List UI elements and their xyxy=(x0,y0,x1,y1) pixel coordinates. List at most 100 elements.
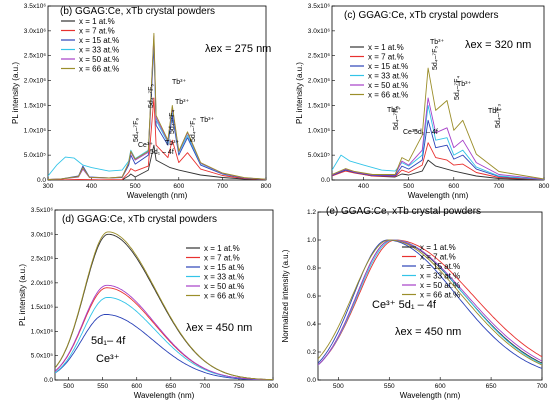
x-tick-label: 600 xyxy=(435,383,446,390)
y-tick-label: 1.0 xyxy=(307,237,316,244)
y-tick-label: 3.5x10⁶ xyxy=(24,3,47,10)
y-tick-label: 0.4 xyxy=(307,321,316,328)
x-tick-label: 500 xyxy=(130,183,141,190)
y-tick-label: 1.0x10⁶ xyxy=(308,127,331,134)
series-line xyxy=(55,296,273,380)
y-tick-label: 3.0x10⁶ xyxy=(31,231,54,238)
legend-entry: x = 66 at.% xyxy=(79,65,119,74)
annotation: Ce³⁺ xyxy=(403,129,418,136)
annotation: 5d₄–⁷F₃ xyxy=(190,118,197,142)
y-tick-label: 3.5x10⁶ xyxy=(308,3,331,10)
y-tick-label: 1.5x10⁶ xyxy=(31,304,54,311)
y-axis-label: PL intensity (a.u.) xyxy=(18,264,27,326)
x-tick-label: 300 xyxy=(43,183,54,190)
series-group xyxy=(332,67,544,180)
x-axis-label: Wavelength (nm) xyxy=(127,191,188,200)
y-tick-label: 2.0x10⁶ xyxy=(31,280,54,287)
series-line xyxy=(332,97,544,180)
series-line xyxy=(332,142,544,180)
y-tick-label: 5.0x10⁵ xyxy=(31,353,54,360)
x-tick-label: 500 xyxy=(63,383,74,390)
legend-entry: x = 1 at.% xyxy=(420,243,456,252)
annotation: Ce³⁺ xyxy=(138,142,153,149)
x-tick-label: 600 xyxy=(173,183,184,190)
legend-entry: x = 66 at.% xyxy=(368,91,408,100)
annotation: 5d₄–⁷F₄ xyxy=(454,76,461,100)
annotation: 5d₄–⁷F₆ xyxy=(393,106,400,130)
annotation: 5d₁ – 4f xyxy=(414,129,438,136)
legend-entry: x = 15 at.% xyxy=(79,36,119,45)
series-group xyxy=(55,231,273,380)
x-tick-label: 400 xyxy=(358,183,369,190)
annotation: Tb³⁺ xyxy=(457,81,472,88)
panel-title: (c) GGAG:Ce, xTb crystal powders xyxy=(344,10,498,21)
legend-entry: x = 66 at.% xyxy=(420,291,460,300)
annotation: 5d₄–⁷F₅ xyxy=(148,84,155,108)
legend-entry: x = 7 at.% xyxy=(79,27,115,36)
legend-entry: x = 15 at.% xyxy=(368,62,408,71)
plot-frame xyxy=(331,5,545,181)
x-tick-label: 700 xyxy=(199,383,210,390)
legend-entry: x = 66 at.% xyxy=(204,292,244,301)
legend-entry: x = 15 at.% xyxy=(204,263,244,272)
legend-entry: x = 1 at.% xyxy=(368,43,404,52)
annotation: Tb³⁺ xyxy=(175,99,190,106)
y-tick-label: 1.0x10⁶ xyxy=(31,328,54,335)
y-tick-label: 3.0x10⁶ xyxy=(308,28,331,35)
annotation: λex = 320 nm xyxy=(465,39,531,51)
series-line xyxy=(48,45,266,180)
x-tick-label: 400 xyxy=(86,183,97,190)
annotation: Tb³⁺ xyxy=(172,79,187,86)
legend-entry: x = 1 at.% xyxy=(79,17,115,26)
y-axis-label: PL intensity (a.u.) xyxy=(11,62,20,124)
legend-entry: x = 7 at.% xyxy=(368,53,404,62)
y-tick-label: 2.0x10⁶ xyxy=(308,78,331,85)
panel-d: 500 550 600 650 700 750 800 0.0 5.0x10⁵ 1.0x10⁶ 1.… xyxy=(18,207,279,400)
x-axis-label: Wavelength (nm) xyxy=(408,191,469,200)
annotation: λex = 450 nm xyxy=(186,322,252,334)
plot-frame xyxy=(54,209,274,381)
annotation: λex = 450 nm xyxy=(395,326,461,338)
panel-c: 400 500 600 700 800 0.0 5.0x10⁵ 1.0x10⁶ 1.5x10⁶ 2… xyxy=(295,3,550,200)
annotation: 5d₄–⁷F₃ xyxy=(495,104,502,128)
annotation: λex = 275 nm xyxy=(205,43,271,55)
x-axis-label: Wavelength (nm) xyxy=(400,391,461,400)
series-line xyxy=(55,233,273,380)
x-tick-label: 700 xyxy=(537,383,548,390)
x-tick-label: 800 xyxy=(261,183,272,190)
y-tick-label: 1.0x10⁶ xyxy=(24,127,47,134)
legend-entry: x = 33 at.% xyxy=(368,72,408,81)
annotation: 5d₄–⁷F₄ xyxy=(169,110,176,134)
series-line xyxy=(48,37,266,180)
y-tick-label: 0.0 xyxy=(44,377,53,384)
y-axis-label: PL intensity (a.u.) xyxy=(295,62,304,124)
legend-entry: x = 33 at.% xyxy=(79,46,119,55)
annotation: Ce³⁺ xyxy=(96,353,120,365)
y-tick-label: 0.0 xyxy=(37,177,46,184)
y-tick-label: 1.2 xyxy=(307,209,316,216)
annotation: 5d₄–⁷F₆ xyxy=(133,118,140,142)
legend-entry: x = 1 at.% xyxy=(204,244,240,253)
series-group xyxy=(318,239,542,369)
annotation: Tb³⁺ xyxy=(488,108,503,115)
series-line xyxy=(55,313,273,380)
y-tick-label: 2.5x10⁶ xyxy=(24,53,47,60)
annotation: Tb³⁺ xyxy=(165,140,180,147)
legend-entry: x = 33 at.% xyxy=(204,273,244,282)
series-line xyxy=(48,97,266,180)
panel-title: (b) GGAG:Ce, xTb crystal powders xyxy=(60,6,215,17)
panel-title: (d) GGAG:Ce, xTb crystal powders xyxy=(62,214,217,225)
x-tick-label: 750 xyxy=(234,383,245,390)
plot-frame xyxy=(47,5,267,181)
legend-entry: x = 50 at.% xyxy=(368,81,408,90)
y-tick-label: 0.0 xyxy=(321,177,330,184)
legend-entry: x = 15 at.% xyxy=(420,262,460,271)
y-tick-label: 2.5x10⁶ xyxy=(308,53,331,60)
panel-b: 300 400 500 600 700 800 0.0 5.0x10⁵ 1.0x10⁶ 1.5x1… xyxy=(11,3,272,200)
x-tick-label: 600 xyxy=(448,183,459,190)
y-tick-label: 2.0x10⁶ xyxy=(24,78,47,85)
panel-e: 500 550 600 650 700 0.0 0.2 0.4 0.6 0.8 1.0 1.2 Wave… xyxy=(281,206,548,400)
y-tick-label: 0.8 xyxy=(307,265,316,272)
annotation: 5d₁ – 4f xyxy=(150,149,174,156)
